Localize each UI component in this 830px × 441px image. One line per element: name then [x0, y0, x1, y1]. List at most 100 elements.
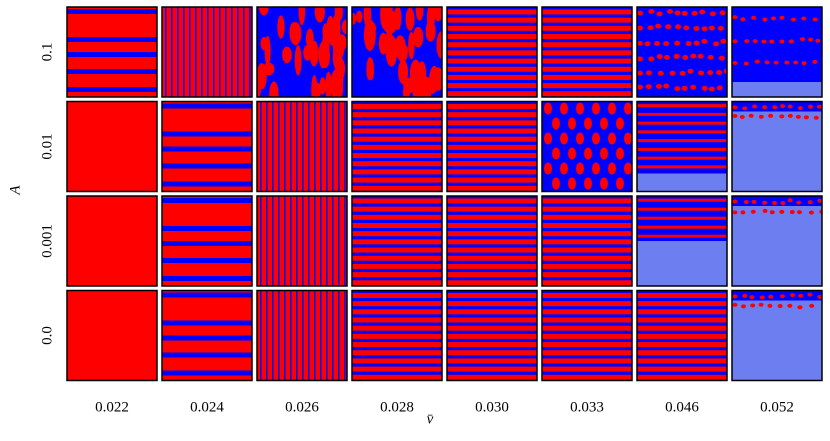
top: [732, 196, 822, 206]
dot: [743, 200, 749, 205]
dot: [675, 24, 682, 30]
dot: [693, 40, 700, 46]
band: [162, 241, 252, 246]
panel-frame: [351, 289, 443, 382]
stripe: [352, 342, 442, 348]
vline: [177, 7, 179, 97]
dot: [779, 15, 785, 20]
dot: [701, 38, 708, 44]
dot: [674, 40, 681, 46]
blob: [427, 7, 435, 33]
stripe: [542, 66, 632, 72]
vline: [302, 290, 304, 381]
stripe: [447, 374, 537, 380]
dot: [784, 60, 790, 65]
dot: [560, 162, 568, 175]
vline: [219, 7, 221, 97]
dot: [812, 17, 818, 22]
dot: [759, 295, 765, 300]
dot: [732, 39, 738, 44]
stripe: [447, 112, 537, 118]
dot: [637, 70, 643, 76]
stripe: [352, 198, 442, 204]
band: [162, 146, 252, 152]
dot: [584, 117, 592, 130]
panel: [162, 101, 252, 192]
band: [162, 163, 252, 169]
vline: [290, 290, 292, 381]
vline: [296, 196, 298, 286]
stripe: [542, 317, 632, 323]
dot: [608, 162, 616, 175]
stripe: [352, 231, 442, 237]
panel-frame: [636, 289, 728, 382]
stripe: [352, 263, 442, 269]
stripe: [352, 301, 442, 307]
vline: [308, 196, 310, 286]
stripe: [542, 342, 632, 348]
dot: [797, 305, 803, 310]
dot: [552, 147, 560, 160]
stripe: [447, 120, 537, 126]
band: [162, 276, 252, 281]
stripe: [447, 144, 537, 150]
panel: [352, 196, 442, 286]
dot: [657, 70, 664, 76]
panel-frame: [161, 100, 253, 193]
panel-frame: [731, 6, 823, 98]
dot: [808, 104, 814, 109]
panel: [732, 290, 822, 381]
dot: [616, 117, 624, 130]
blob: [311, 74, 318, 97]
dot: [707, 70, 714, 76]
column-label: 0.028: [380, 399, 414, 415]
stripe: [352, 272, 442, 278]
dot: [544, 102, 552, 115]
dot: [600, 147, 608, 160]
dot: [624, 162, 632, 175]
dot: [568, 117, 576, 130]
dot: [742, 106, 748, 111]
panel-frame: [161, 6, 253, 98]
stripe: [352, 358, 442, 364]
blob: [365, 21, 377, 36]
stripe: [542, 74, 632, 80]
panel: [352, 101, 442, 192]
stripe: [542, 301, 632, 307]
dot: [716, 85, 723, 91]
dot: [788, 39, 794, 44]
dot: [673, 53, 680, 59]
stripe: [542, 272, 632, 278]
vline: [284, 101, 286, 192]
panel: [732, 7, 822, 97]
stripe: [637, 198, 727, 202]
panel-frame: [66, 6, 158, 98]
stripe: [637, 165, 727, 169]
stripe: [542, 263, 632, 269]
vline: [302, 101, 304, 192]
vline: [171, 7, 173, 97]
blob: [289, 22, 298, 43]
panel-frame: [731, 195, 823, 287]
dot: [624, 102, 632, 115]
vline: [284, 196, 286, 286]
blob: [355, 10, 363, 23]
dot: [637, 10, 643, 16]
stripe: [352, 214, 442, 220]
panel: [257, 196, 347, 286]
stripe: [542, 309, 632, 315]
dot: [796, 200, 802, 205]
vline: [266, 196, 268, 286]
blob: [264, 35, 271, 67]
dot: [687, 68, 694, 74]
stripe: [447, 161, 537, 167]
band: [162, 258, 252, 263]
stripe: [447, 91, 537, 97]
stripe: [352, 128, 442, 134]
vline: [278, 101, 280, 192]
dot: [773, 60, 779, 65]
dot: [691, 10, 698, 16]
band: [162, 181, 252, 187]
panel-frame: [636, 6, 728, 98]
blob: [382, 15, 393, 33]
